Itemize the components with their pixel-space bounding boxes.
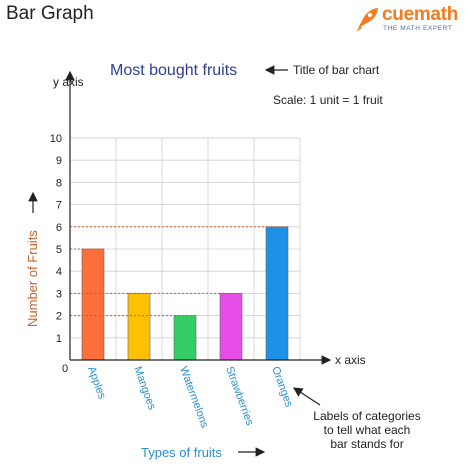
brand-name: cuemath [382,4,459,25]
y-axis-label: Number of Fruits [25,230,40,327]
bar-apples [81,248,105,361]
y-axis-name: y axis [53,75,84,89]
x-axis-label: Types of fruits [141,445,222,460]
chart-title: Most bought fruits [110,62,237,79]
origin-label: 0 [62,363,68,375]
y-tick-labels: 1 2 3 4 5 6 7 8 9 10 [50,133,62,345]
x-label-mangoes: Mangoes [131,365,158,412]
y-tick-4: 4 [56,266,62,278]
y-tick-1: 1 [56,333,62,345]
y-tick-5: 5 [56,244,62,256]
labels-note-line-2: to tell what each [324,423,411,437]
bar-oranges [265,226,289,361]
x-label-strawberries: Strawberries [223,365,256,428]
labels-note-arrow [292,387,321,406]
bars [81,226,289,361]
bar-watermelons [173,315,197,361]
page-title: Bar Graph [6,3,94,24]
y-axis-label-group: Number of Fruits [25,191,40,327]
y-tick-2: 2 [56,311,62,323]
y-tick-8: 8 [56,177,62,189]
bar-strawberries [219,293,243,361]
y-tick-6: 6 [56,222,62,234]
rocket-icon [356,8,378,32]
grid [69,137,301,360]
y-tick-10: 10 [50,133,62,145]
bar-mangoes [127,293,151,361]
title-note: Title of bar chart [293,63,380,77]
labels-note-line-1: Labels of categories [313,409,420,423]
x-label-oranges: Oranges [269,365,295,409]
brand-logo: cuemath THE MATH EXPERT [354,4,470,38]
guide-lines [70,226,288,317]
x-label-apples: Apples [85,365,108,401]
y-tick-3: 3 [56,288,62,300]
x-axis-name: x axis [335,353,366,367]
brand-tagline: THE MATH EXPERT [383,25,453,32]
labels-note-line-3: bar stands for [330,437,403,451]
chart-scale: Scale: 1 unit = 1 fruit [273,93,383,107]
x-category-labels: Apples Mangoes Watermelons Strawberries Oran… [85,365,295,430]
y-tick-9: 9 [56,155,62,167]
x-label-watermelons: Watermelons [177,365,210,430]
y-tick-7: 7 [56,200,62,212]
